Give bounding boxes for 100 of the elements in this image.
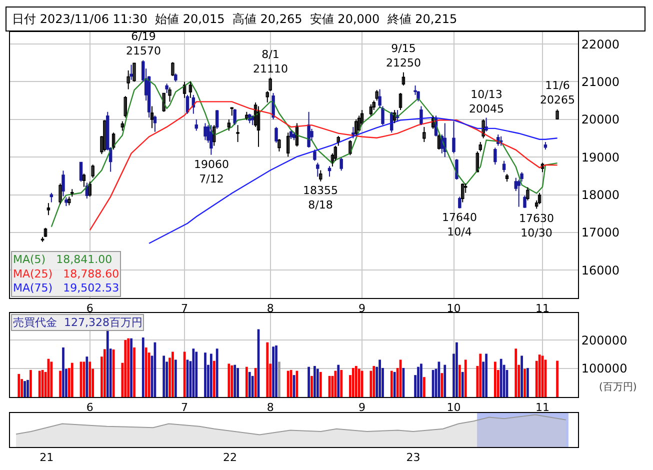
annotation: 17630 10/30 [519, 212, 554, 240]
bar [127, 338, 130, 397]
candlestick [236, 124, 240, 143]
bar [230, 365, 234, 397]
line-series [148, 116, 558, 244]
bar [210, 354, 212, 397]
bar [133, 347, 136, 397]
bar [162, 356, 166, 397]
bar [70, 362, 74, 397]
text: MA(5) 18,841.00 [13, 253, 112, 266]
bar [275, 345, 278, 397]
bar [266, 342, 269, 397]
x-tick-label: 8 [266, 302, 274, 316]
bar [390, 370, 393, 397]
annotation: 8/1 21110 [253, 48, 288, 76]
y-tick-label: 17000 [581, 226, 620, 240]
bar [59, 370, 62, 397]
bar [106, 329, 109, 397]
bar [245, 366, 248, 397]
bar [526, 368, 529, 397]
bar [50, 362, 53, 397]
annotation: 10/13 20045 [469, 88, 504, 116]
chart-title: 売買代金 127,328百万円 [13, 316, 142, 329]
bar [456, 342, 458, 397]
x-tick-label: 8 [266, 401, 274, 414]
annotation: 6/19 21570 [126, 30, 161, 58]
bar [204, 352, 206, 397]
bar [352, 368, 354, 397]
x-tick-label: 7 [181, 401, 188, 414]
bar [310, 376, 313, 397]
bar [144, 347, 148, 397]
bar [556, 360, 558, 397]
bar [18, 374, 20, 397]
y-tick-label: 19000 [581, 150, 620, 164]
bar [234, 364, 236, 397]
bar [334, 370, 337, 397]
bar [192, 348, 195, 397]
bar [212, 360, 216, 397]
bar [142, 337, 144, 397]
bar [494, 362, 496, 397]
bar [228, 364, 230, 397]
bar [340, 370, 343, 397]
bar [372, 366, 376, 397]
bar [236, 368, 239, 397]
bar [314, 366, 316, 397]
bar [417, 366, 420, 397]
x-tick-label: 21 [40, 451, 54, 464]
bar [444, 364, 446, 397]
x-tick-label: 9 [358, 401, 366, 414]
x-tick-label: 7 [181, 302, 188, 316]
bar [272, 346, 274, 397]
bar [103, 349, 106, 397]
bar [461, 372, 464, 397]
annotation: 9/15 21250 [386, 42, 421, 70]
bar [358, 368, 360, 397]
x-tick-label: 11 [536, 302, 550, 316]
x-tick-label: 9 [358, 302, 366, 316]
annotation: 18355 8/18 [303, 184, 338, 212]
bar [485, 354, 488, 397]
bar [458, 364, 461, 397]
bar [248, 372, 251, 397]
x-tick-label: 6 [86, 302, 94, 316]
bar [319, 372, 322, 397]
bar [195, 352, 198, 397]
bar [172, 352, 174, 397]
bar [316, 368, 319, 397]
annotation: 11/6 20265 [540, 79, 575, 106]
y-axis-title: (百万円) [599, 382, 637, 393]
bar [286, 370, 290, 397]
x-tick-label: 6 [86, 401, 94, 414]
bar [354, 366, 358, 397]
annotation: 17640 10/4 [442, 211, 477, 238]
bar [26, 380, 29, 397]
x-tick-label: 10 [446, 302, 461, 316]
bar [174, 360, 177, 397]
bar [216, 348, 218, 397]
y-tick-label: 21000 [581, 74, 620, 89]
bar [251, 376, 254, 397]
x-tick-label: 10 [446, 401, 461, 414]
x-tick-label: 23 [406, 451, 420, 464]
bar [524, 368, 526, 397]
bar [38, 370, 41, 397]
bar [422, 377, 426, 397]
y-tick-label: 20000 [581, 112, 620, 127]
bar [440, 373, 444, 397]
bar [308, 366, 310, 397]
bar [88, 362, 92, 397]
bar [62, 347, 64, 397]
bar [86, 356, 88, 397]
bar [420, 364, 422, 397]
y-tick-label: 200000 [581, 333, 628, 348]
y-tick-label: 16000 [581, 263, 620, 278]
text: MA(75) 19,502.53 [13, 282, 120, 295]
bar [479, 354, 482, 397]
bar [393, 372, 396, 397]
bar [520, 356, 523, 397]
bar [30, 370, 32, 397]
bar [514, 348, 518, 397]
x-tick-label: 22 [222, 451, 237, 464]
annotation: 19060 7/12 [194, 158, 229, 186]
